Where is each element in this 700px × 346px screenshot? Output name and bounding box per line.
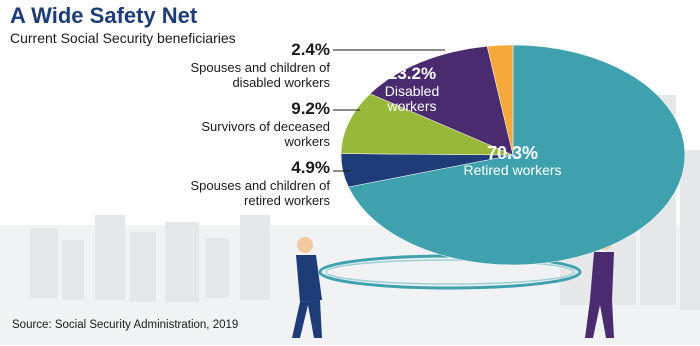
- figure-left: [292, 237, 322, 338]
- value-label: 9.2%: [291, 99, 330, 118]
- slice-label: 13.2% Disabled workers: [362, 64, 462, 114]
- category-label: Survivors of deceased workers: [201, 119, 330, 149]
- slice-label: 4.9% Spouses and children of retired work…: [170, 158, 330, 208]
- value-label: 4.9%: [291, 158, 330, 177]
- pie-slice: [340, 93, 514, 156]
- slice-label: 9.2% Survivors of deceased workers: [170, 99, 330, 149]
- category-label: Spouses and children of disabled workers: [190, 60, 330, 90]
- category-label: Disabled workers: [384, 83, 440, 114]
- category-label: Spouses and children of retired workers: [190, 178, 330, 208]
- slice-label: 2.4% Spouses and children of disabled wor…: [170, 40, 330, 90]
- pie-slice: [486, 44, 514, 156]
- safety-net-inner: [325, 259, 575, 285]
- chart-title: A Wide Safety Net: [10, 3, 198, 28]
- chart-subtitle: Current Social Security beneficiaries: [10, 30, 236, 46]
- pie-slice: [369, 45, 514, 156]
- value-label: 70.3%: [486, 143, 539, 163]
- value-label: 13.2%: [387, 64, 437, 83]
- pie-slice: [348, 44, 686, 266]
- value-label: 2.4%: [291, 40, 330, 59]
- category-label: Retired workers: [463, 162, 562, 178]
- source-note: Source: Social Security Administration, …: [12, 319, 239, 331]
- slice-label: 70.3% Retired workers: [450, 143, 575, 178]
